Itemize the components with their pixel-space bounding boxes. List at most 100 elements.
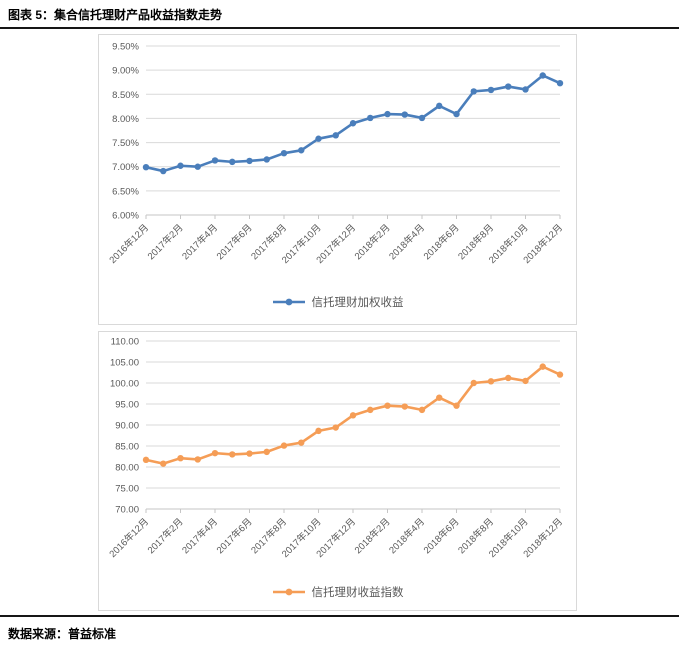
data-point — [436, 102, 443, 110]
data-point — [298, 439, 305, 446]
data-source-value: 普益标准 — [68, 627, 117, 641]
x-tick-label: 2017年2月 — [145, 516, 186, 557]
data-point — [505, 83, 512, 90]
y-tick-label: 8.50% — [112, 90, 139, 101]
x-tick-label: 2017年4月 — [180, 222, 221, 263]
data-point — [384, 110, 391, 118]
blue-line-marker-icon — [272, 297, 306, 307]
y-tick-label: 105.00 — [110, 358, 139, 369]
orange-line-marker-icon — [272, 587, 306, 597]
y-tick-label: 7.00% — [112, 162, 139, 173]
x-tick-label: 2018年4月 — [387, 516, 428, 557]
data-point — [194, 456, 201, 463]
legend-label: 信托理财加权收益 — [311, 297, 404, 309]
data-point — [142, 163, 150, 171]
data-point — [487, 378, 495, 385]
data-point — [229, 158, 236, 166]
y-tick-label: 100.00 — [110, 379, 139, 390]
data-point — [315, 135, 322, 142]
y-tick-label: 7.50% — [112, 138, 139, 149]
data-point — [487, 86, 495, 94]
data-point — [332, 424, 339, 431]
chart-svg: 110.00 105.00 100.00 95.00 90.00 85.00 80.00 75… — [107, 337, 565, 560]
return-index-legend: 信托理财收益指数 — [99, 584, 576, 600]
data-point — [349, 412, 357, 419]
data-point — [315, 427, 322, 435]
legend-dot — [285, 588, 292, 596]
data-point — [539, 363, 546, 370]
data-point — [453, 402, 460, 409]
data-point — [349, 120, 357, 127]
figure-footer: 数据来源：普益标准 — [0, 615, 679, 643]
data-point — [263, 156, 270, 163]
data-point — [194, 163, 201, 170]
x-tick-label: 2018年6月 — [421, 222, 462, 263]
data-point — [470, 379, 477, 387]
x-tick-label: 2017年2月 — [145, 222, 186, 263]
data-point — [332, 132, 339, 139]
data-point — [280, 442, 288, 449]
y-tick-label: 90.00 — [115, 421, 139, 432]
data-point — [142, 456, 150, 464]
x-tick-label: 2018年6月 — [421, 516, 462, 557]
data-point — [177, 162, 184, 169]
y-tick-label: 9.50% — [112, 42, 139, 53]
x-tick-label: 2017年6月 — [214, 222, 255, 263]
y-tick-label: 75.00 — [115, 484, 139, 495]
y-tick-label: 6.50% — [112, 186, 139, 197]
data-point — [211, 449, 219, 457]
data-point — [367, 406, 374, 414]
data-point — [246, 157, 253, 165]
data-source-label: 数据来源： — [8, 627, 69, 641]
data-point — [470, 88, 477, 95]
data-point — [401, 403, 408, 410]
data-point — [505, 374, 512, 382]
y-tick-label: 9.00% — [112, 66, 139, 77]
data-point — [160, 460, 167, 467]
data-point — [418, 406, 426, 414]
legend-marker-svg — [272, 298, 305, 306]
data-point — [418, 114, 426, 122]
x-tick-label: 2018年2月 — [352, 222, 393, 263]
weighted-return-legend: 信托理财加权收益 — [99, 294, 576, 310]
legend-marker-svg — [272, 588, 305, 596]
data-point — [229, 451, 236, 458]
return-index-chart: 110.00 105.00 100.00 95.00 90.00 85.00 80.00 75… — [98, 331, 577, 611]
y-tick-label: 6.00% — [112, 211, 139, 222]
x-tick-label: 2016年12月 — [107, 222, 151, 266]
data-point — [177, 454, 184, 462]
data-point — [160, 167, 167, 175]
data-point — [263, 448, 270, 456]
legend-label: 信托理财收益指数 — [311, 587, 404, 599]
data-point — [556, 371, 564, 378]
data-point — [522, 377, 529, 385]
data-point — [436, 394, 443, 401]
weighted-return-plot-area: 9.50% 9.00% 8.50% 8.00% 7.50% 7.00% 6.50% 6.00%… — [99, 35, 576, 296]
data-point — [453, 110, 460, 118]
data-point — [401, 111, 408, 118]
chart-svg: 9.50% 9.00% 8.50% 8.00% 7.50% 7.00% 6.50% 6.00%… — [107, 42, 565, 266]
x-tick-label: 2017年6月 — [214, 516, 255, 557]
y-tick-label: 80.00 — [115, 463, 139, 474]
x-tick-label: 2018年4月 — [387, 222, 428, 263]
y-tick-label: 70.00 — [115, 505, 139, 516]
data-point — [556, 79, 564, 87]
figure-header: 图表 5：集合信托理财产品收益指数走势 — [0, 0, 679, 29]
data-point — [384, 402, 391, 409]
y-tick-label: 8.00% — [112, 114, 139, 125]
y-tick-label: 110.00 — [111, 337, 139, 348]
data-point — [246, 450, 253, 457]
data-point — [298, 147, 305, 154]
weighted-return-chart: 9.50% 9.00% 8.50% 8.00% 7.50% 7.00% 6.50% 6.00%… — [98, 34, 577, 325]
figure-title: 图表 5：集合信托理财产品收益指数走势 — [8, 8, 223, 22]
x-tick-label: 2017年4月 — [180, 516, 221, 557]
data-point — [211, 157, 219, 164]
x-tick-label: 2016年12月 — [107, 516, 151, 560]
data-point — [280, 149, 288, 157]
data-point — [522, 86, 529, 93]
data-point — [367, 114, 374, 122]
x-tick-label: 2018年2月 — [352, 516, 393, 557]
legend-dot — [285, 298, 292, 306]
y-tick-label: 85.00 — [115, 442, 139, 453]
